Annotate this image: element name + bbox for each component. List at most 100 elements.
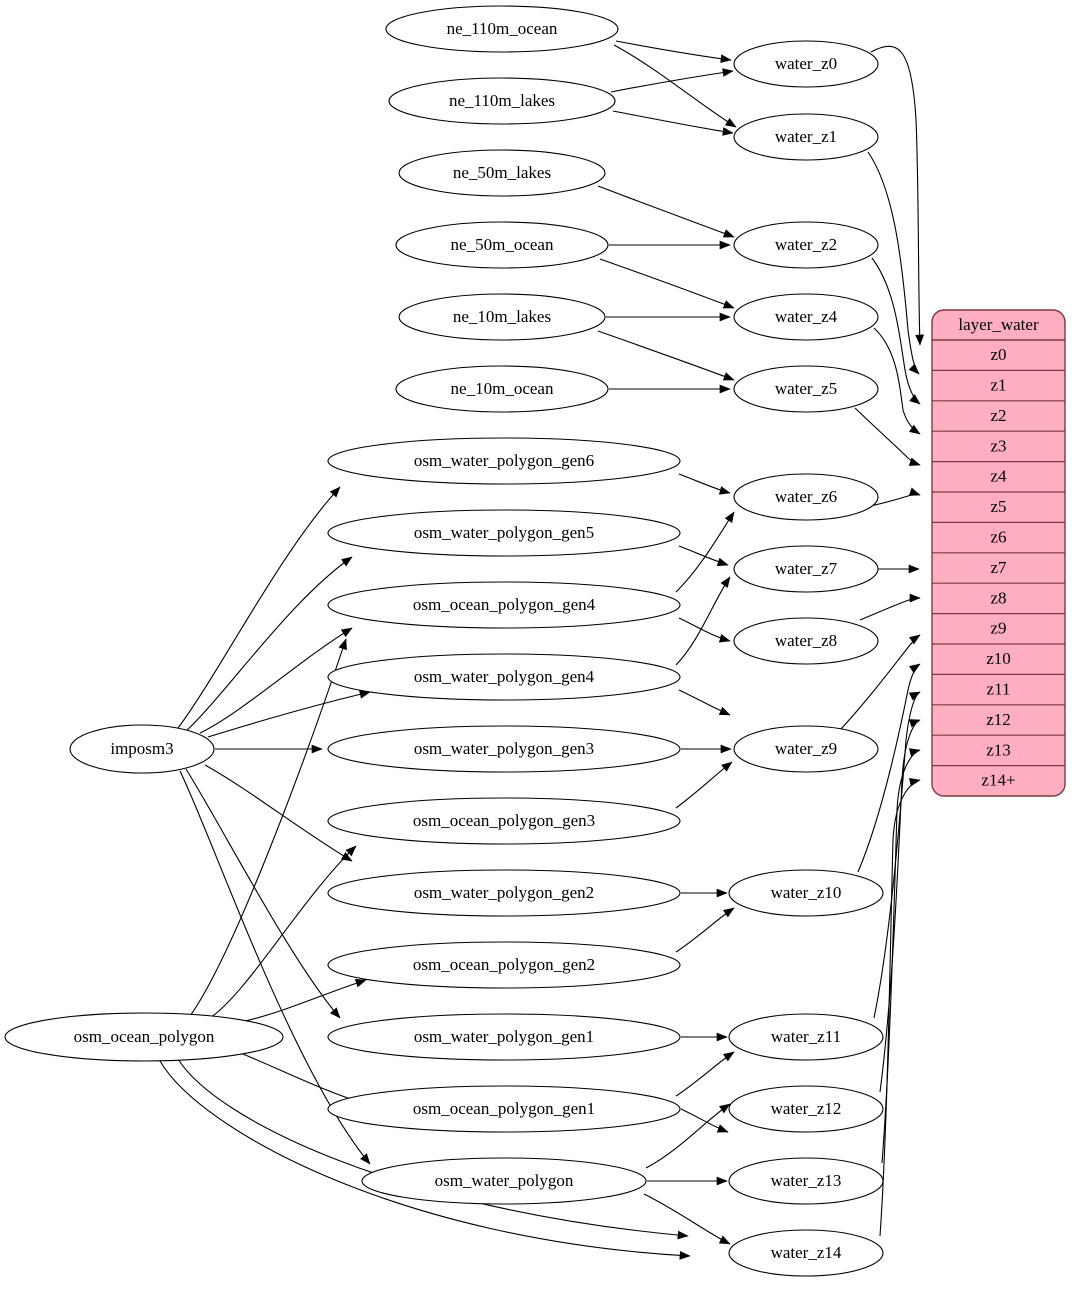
table-node-label: osm_water_polygon_gen2 [414,883,594,902]
table-node-shape [327,869,681,917]
water-node-water_z5[interactable]: water_z5 [733,365,879,413]
layer-water-row-z2[interactable]: z2 [932,406,1065,432]
importer-node-label: osm_ocean_polygon [74,1027,215,1046]
source-node-shape [398,293,606,341]
source-node-ne_110m_lakes[interactable]: ne_110m_lakes [388,77,616,125]
source-node-shape [398,149,606,197]
water-node-shape [728,1085,884,1133]
edge-oceangen1-waterz11 [675,1051,735,1097]
table-node-osm_ocean_polygon_gen3[interactable]: osm_ocean_polygon_gen3 [327,797,681,845]
source-node-ne_10m_lakes[interactable]: ne_10m_lakes [398,293,606,341]
table-node-osm_water_polygon_gen4[interactable]: osm_water_polygon_gen4 [327,653,681,701]
water-node-water_z7[interactable]: water_z7 [733,545,879,593]
water-node-shape [733,365,879,413]
importer-node-imposm3[interactable]: imposm3 [69,724,215,774]
water-node-water_z0[interactable]: water_z0 [733,40,879,88]
table-node-osm_ocean_polygon_gen2[interactable]: osm_ocean_polygon_gen2 [327,941,681,989]
edge-waterpolygon-waterz14 [643,1193,731,1245]
water-node-water_z8[interactable]: water_z8 [733,617,879,665]
layer-water-row-z8[interactable]: z8 [932,588,1065,615]
edge-oceanpoly-oceangen3 [209,845,357,1019]
water-node-water_z13[interactable]: water_z13 [728,1157,884,1205]
layer-water-row-z10[interactable]: z10 [932,649,1065,676]
edge-oceangen4-waterz6 [675,511,735,593]
source-node-ne_110m_ocean[interactable]: ne_110m_ocean [385,5,619,53]
edge-imposm3-watergen4 [199,627,353,734]
water-node-label: water_z9 [775,739,837,758]
layer-water-row-z13[interactable]: z13 [932,740,1065,767]
table-node-shape [327,437,681,485]
importer-node-label: imposm3 [110,739,173,758]
layer-water-row-z12[interactable]: z12 [932,710,1065,736]
layer-water-row-z0[interactable]: z0 [932,345,1065,371]
water-node-water_z11[interactable]: water_z11 [728,1013,884,1061]
water-node-water_z10[interactable]: water_z10 [728,869,884,917]
edge-ne50lakes-waterz2 [597,185,735,238]
table-node-label: osm_water_polygon_gen4 [414,667,595,686]
table-node-osm_ocean_polygon_gen4[interactable]: osm_ocean_polygon_gen4 [327,581,681,629]
layer-water-row-z4[interactable]: z4 [932,467,1065,493]
table-node-osm_water_polygon_gen6[interactable]: osm_water_polygon_gen6 [327,437,681,485]
table-node-label: osm_ocean_polygon_gen2 [413,955,595,974]
edge-oceanpoly-waterz13 [177,1058,689,1240]
layer-water-row-z11[interactable]: z11 [932,680,1065,706]
table-node-osm_water_polygon_gen3[interactable]: osm_water_polygon_gen3 [327,725,681,773]
table-node-osm_water_polygon_gen2[interactable]: osm_water_polygon_gen2 [327,869,681,917]
water-node-water_z4[interactable]: water_z4 [733,293,879,341]
layer-water-row-z6[interactable]: z6 [932,528,1065,554]
table-node-osm_water_polygon_gen1[interactable]: osm_water_polygon_gen1 [327,1013,681,1061]
row-label: z6 [990,528,1006,547]
layer-water-row-z7[interactable]: z7 [932,558,1065,584]
edge-waterz8-row-z8 [859,593,921,621]
edge-ne110lakes-waterz0 [610,68,734,93]
table-node-label: osm_ocean_polygon_gen4 [413,595,596,614]
row-label: z14+ [981,771,1015,790]
layer-water-row-z14plus[interactable]: z14+ [981,771,1015,790]
water-node-label: water_z6 [775,487,837,506]
water-node-water_z2[interactable]: water_z2 [733,221,879,269]
source-node-shape [388,77,616,125]
table-node-shape [327,509,681,557]
table-node-label: osm_water_polygon_gen1 [414,1027,594,1046]
table-node-osm_ocean_polygon_gen1[interactable]: osm_ocean_polygon_gen1 [327,1085,681,1133]
importer-node-shape [4,1012,284,1062]
source-node-ne_50m_lakes[interactable]: ne_50m_lakes [398,149,606,197]
edge-oceanpoly-oceangen4 [189,638,347,1017]
table-node-shape [327,653,681,701]
table-node-osm_water_polygon[interactable]: osm_water_polygon [361,1157,647,1205]
layer-water-row-z5[interactable]: z5 [932,497,1065,524]
table-node-shape [327,725,681,773]
edge-oceanpoly-oceangen2 [239,979,367,1023]
source-node-label: ne_50m_ocean [451,235,554,254]
row-label: z3 [990,436,1006,455]
edge-oceangen3-waterz9 [675,761,733,809]
layer-water-row-z9[interactable]: z9 [932,619,1065,645]
water-node-water_z9[interactable]: water_z9 [733,725,879,773]
source-node-ne_50m_ocean[interactable]: ne_50m_ocean [395,221,609,269]
water-node-shape [733,473,879,521]
edge-waterz2-row-z2 [871,257,921,405]
table-node-label: osm_ocean_polygon_gen1 [413,1099,595,1118]
importer-node-osm_ocean_polygon[interactable]: osm_ocean_polygon [4,1012,284,1062]
layer-water-row-z3[interactable]: z3 [932,436,1065,463]
row-label: z9 [990,619,1006,638]
edge-oceangen2-waterz10 [675,907,735,953]
water-node-shape [728,1157,884,1205]
water-node-water_z1[interactable]: water_z1 [733,113,879,161]
layer-water-row-z1[interactable]: z1 [932,376,1065,402]
table-node-osm_water_polygon_gen5[interactable]: osm_water_polygon_gen5 [327,509,681,557]
table-node-shape [327,797,681,845]
row-label: z13 [986,740,1011,759]
water-node-water_z12[interactable]: water_z12 [728,1085,884,1133]
edge-watergen4-waterz7 [675,576,731,666]
edge-waterz5-row-z4 [854,407,921,466]
source-node-label: ne_50m_lakes [453,163,551,182]
water-node-water_z6[interactable]: water_z6 [733,473,879,521]
water-node-water_z14[interactable]: water_z14 [728,1229,884,1277]
source-node-ne_10m_ocean[interactable]: ne_10m_ocean [395,365,609,413]
edge-ne110lakes-waterz1 [612,110,734,136]
source-node-label: ne_110m_ocean [447,19,558,38]
water-node-label: water_z5 [775,379,837,398]
source-node-label: ne_10m_ocean [451,379,554,398]
